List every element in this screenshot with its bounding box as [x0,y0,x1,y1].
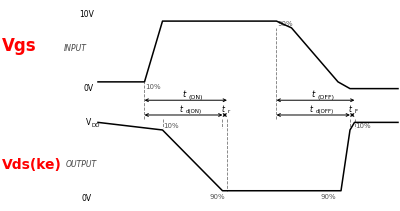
Text: INPUT: INPUT [64,44,87,53]
Text: t: t [182,90,185,99]
Text: 10%: 10% [355,123,371,129]
Text: t: t [312,90,315,99]
Text: t: t [310,105,313,114]
Text: t: t [349,105,352,114]
Text: DD: DD [92,123,100,128]
Text: d(OFF): d(OFF) [316,109,334,114]
Text: d(ON): d(ON) [186,109,202,114]
Text: r: r [227,109,230,114]
Text: V: V [86,118,91,127]
Text: OUTPUT: OUTPUT [66,160,97,169]
Text: F: F [355,109,358,114]
Text: 10%: 10% [146,84,161,89]
Text: (OFF): (OFF) [318,95,335,100]
Text: 0V: 0V [84,84,94,93]
Text: 90%: 90% [278,21,293,27]
Text: t: t [221,105,224,114]
Text: 10V: 10V [79,10,94,19]
Text: 90%: 90% [209,194,225,200]
Text: 0V: 0V [81,194,91,203]
Text: Vds(ke): Vds(ke) [2,158,62,172]
Text: 90%: 90% [320,194,336,200]
Text: t: t [180,105,183,114]
Text: Vgs: Vgs [2,37,37,55]
Text: 10%: 10% [163,123,179,129]
Text: (ON): (ON) [188,95,203,100]
